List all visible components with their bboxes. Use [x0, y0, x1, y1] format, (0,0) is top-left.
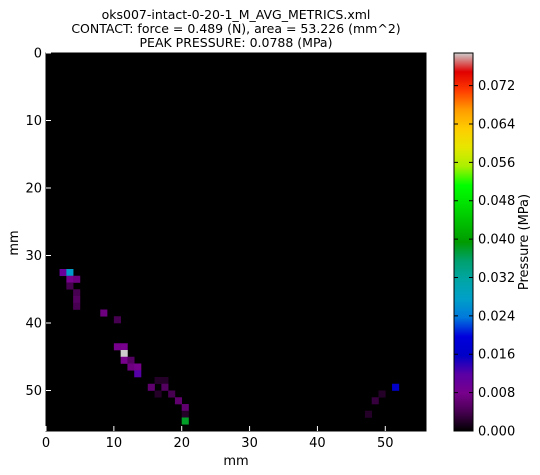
heatmap-cell [392, 383, 400, 391]
y-tick-label: 50 [25, 384, 42, 399]
heatmap-cell [120, 356, 128, 364]
y-axis: 0 10 20 30 40 50 [25, 47, 51, 399]
heatmap-cell [113, 316, 121, 324]
heatmap-cell [168, 390, 176, 398]
heatmap-cell [120, 350, 128, 358]
heatmap-cell [100, 309, 108, 317]
y-tick-label: 0 [34, 47, 42, 62]
heatmap-plot-area [45, 52, 427, 432]
heatmap-cell [66, 269, 74, 277]
chart-title-line-3: PEAK PRESSURE: 0.0788 (MPa) [140, 35, 333, 50]
heatmap-cell [73, 275, 81, 283]
heatmap-cell [134, 370, 142, 378]
colorbar-tick-label: 0.024 [478, 309, 515, 324]
heatmap-cell [154, 390, 162, 398]
heatmap-cell [120, 343, 128, 351]
colorbar-gradient [453, 52, 474, 432]
colorbar-label: Pressure (MPa) [517, 194, 532, 290]
plot-frame [45, 52, 427, 432]
heatmap-cell [181, 404, 189, 412]
heatmap-cell [73, 296, 81, 304]
heatmap-cell [154, 377, 162, 385]
heatmap-cell [161, 377, 169, 385]
heatmap-cell [134, 363, 142, 371]
heatmap-cell [174, 397, 183, 405]
y-tick-label: 20 [25, 182, 42, 197]
x-tick-label: 0 [42, 436, 50, 451]
heatmap-cell [147, 383, 155, 391]
heatmap-cell [181, 417, 189, 425]
heatmap-cell [59, 269, 67, 277]
heatmap-cell [161, 383, 169, 391]
colorbar-tick-label: 0.040 [478, 233, 515, 248]
y-tick-label: 30 [25, 249, 42, 264]
heatmap-cell [127, 356, 135, 364]
colorbar-tick-label: 0.016 [478, 348, 515, 363]
heatmap-cell [378, 390, 386, 398]
x-axis-label: mm [223, 454, 248, 469]
heatmap-cell [66, 282, 74, 290]
heatmap-cell [371, 397, 379, 405]
y-axis-label: mm [7, 230, 22, 255]
x-axis: 0 10 20 30 40 50 [42, 426, 394, 451]
x-tick-label: 20 [173, 436, 190, 451]
colorbar-tick-label: 0.008 [478, 386, 515, 401]
heatmap-cell [73, 302, 81, 310]
chart-title-line-2: CONTACT: force = 0.489 (N), area = 53.22… [71, 21, 400, 36]
y-tick-label: 40 [25, 317, 42, 332]
colorbar-tick-label: 0.056 [478, 156, 515, 171]
heatmap-background [46, 53, 426, 431]
colorbar-tick-label: 0.048 [478, 194, 515, 209]
colorbar-tick-label: 0.072 [478, 79, 515, 94]
chart-title-line-1: oks007-intact-0-20-1_M_AVG_METRICS.xml [102, 7, 371, 22]
x-tick-label: 50 [377, 436, 394, 451]
x-tick-label: 30 [241, 436, 258, 451]
heatmap-cell [364, 410, 373, 418]
x-tick-label: 10 [106, 436, 123, 451]
heatmap-cell [127, 363, 135, 371]
y-tick-label: 10 [25, 114, 42, 129]
heatmap-cell [113, 343, 121, 351]
colorbar-tick-label: 0.064 [478, 117, 515, 132]
heatmap-cell [181, 410, 189, 418]
colorbar-tick-label: 0.000 [478, 425, 515, 440]
colorbar: 0.000 0.008 0.016 0.024 0.032 0.040 0.048 0.056… [453, 52, 515, 440]
heatmap-cell [73, 289, 81, 297]
colorbar-tick-label: 0.032 [478, 271, 515, 286]
x-tick-label: 40 [309, 436, 326, 451]
heatmap-cell [66, 275, 74, 283]
